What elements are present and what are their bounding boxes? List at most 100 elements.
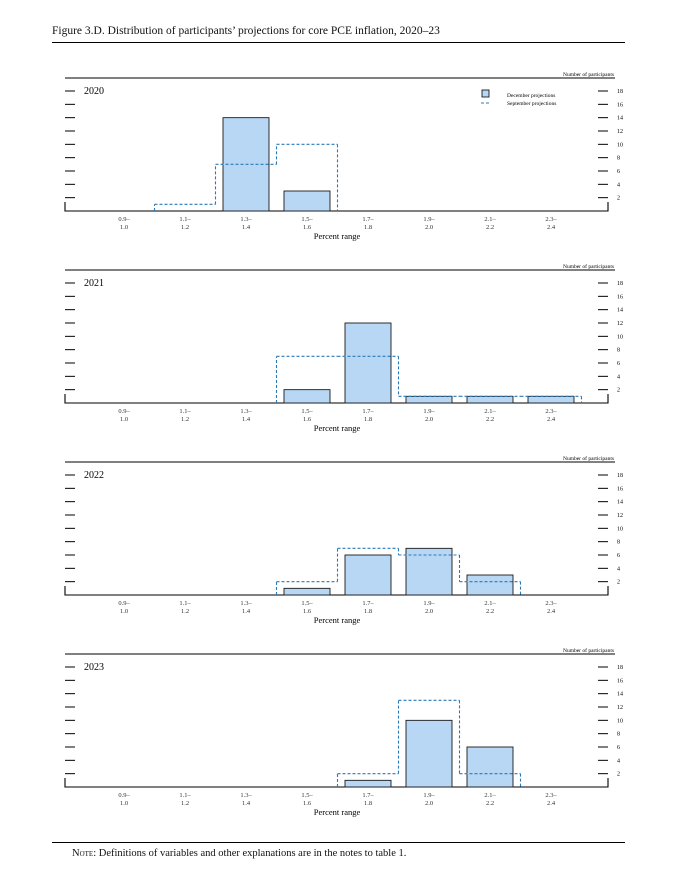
chart-panel-2022: 2022 Number of participants 2 4 6 8 10 12 14 16 18…	[64, 455, 623, 625]
legend-december-label: December projections	[507, 93, 555, 99]
september-outline	[275, 355, 583, 403]
september-outline	[275, 547, 522, 595]
x-tick-label-bottom: 1.2	[181, 608, 189, 615]
x-tick-label-top: 1.1–	[179, 600, 191, 607]
x-tick-label-top: 1.1–	[179, 216, 191, 223]
x-tick-label-top: 1.5–	[301, 408, 313, 415]
x-tick-label-top: 2.3–	[545, 792, 557, 799]
x-tick-label-top: 0.9–	[118, 408, 130, 415]
y-tick-label: 12	[617, 129, 623, 135]
y-tick-label: 2	[617, 772, 620, 778]
x-tick-label-bottom: 1.4	[242, 608, 251, 615]
x-tick-label-bottom: 1.8	[364, 416, 372, 423]
y-tick-label: 12	[617, 321, 623, 327]
y-axis-label: Number of participants	[563, 263, 614, 270]
y-tick-label: 10	[617, 142, 623, 148]
x-axis-label: Percent range	[314, 807, 361, 817]
y-tick-label: 14	[617, 500, 623, 506]
y-tick-label: 4	[617, 758, 620, 764]
x-axis-frame	[64, 394, 609, 404]
y-tick-label: 14	[617, 116, 623, 122]
x-tick-label-bottom: 1.6	[303, 416, 312, 423]
x-tick-label-top: 1.9–	[423, 216, 435, 223]
y-tick-label: 6	[617, 553, 620, 559]
x-tick-label-top: 1.7–	[362, 216, 374, 223]
y-tick-label: 2	[617, 196, 620, 202]
x-tick-label-bottom: 2.4	[547, 608, 556, 615]
x-tick-label-top: 1.5–	[301, 216, 313, 223]
x-tick-label-top: 0.9–	[118, 600, 130, 607]
y-tick-label: 2	[617, 388, 620, 394]
legend-december-swatch	[481, 89, 490, 98]
december-bar-1.7–1.8	[344, 322, 392, 404]
x-tick-label-top: 2.1–	[484, 792, 496, 799]
x-tick-label-bottom: 2.4	[547, 224, 556, 231]
x-tick-label-bottom: 1.2	[181, 416, 189, 423]
y-tick-label: 2	[617, 580, 620, 586]
legend-september-label: September projections	[507, 101, 556, 107]
x-tick-label-bottom: 1.4	[242, 800, 251, 807]
y-axis-label: Number of participants	[563, 647, 614, 654]
x-tick-label-bottom: 1.0	[120, 224, 128, 231]
chart-panel-2023: 2023 Number of participants 2 4 6 8 10 12 14 16 18…	[64, 647, 623, 817]
x-tick-label-top: 0.9–	[118, 216, 130, 223]
chart-panel-2021: 2021 Number of participants 2 4 6 8 10 12 14 16 18…	[64, 263, 623, 433]
y-tick-label: 16	[617, 486, 623, 492]
x-tick-label-bottom: 1.2	[181, 224, 189, 231]
chart-panel-2020: 2020 Number of participants 2 4 6 8 10 12 14 16 18…	[64, 71, 623, 241]
september-outline	[153, 143, 339, 211]
x-tick-label-top: 1.7–	[362, 600, 374, 607]
december-bar-2.3–2.4	[527, 395, 575, 404]
x-axis-label: Percent range	[314, 423, 361, 433]
x-tick-label-top: 1.9–	[423, 408, 435, 415]
x-tick-label-bottom: 1.0	[120, 800, 128, 807]
x-tick-label-bottom: 1.6	[303, 608, 312, 615]
december-bar-2.1–2.2	[466, 574, 514, 596]
y-tick-label: 8	[617, 348, 620, 354]
title-rule	[52, 42, 625, 43]
y-tick-label: 8	[617, 732, 620, 738]
x-tick-label-top: 1.3–	[240, 216, 252, 223]
y-tick-label: 6	[617, 169, 620, 175]
y-tick-label: 18	[617, 281, 623, 287]
x-tick-label-bottom: 1.4	[242, 416, 251, 423]
x-tick-label-top: 1.3–	[240, 792, 252, 799]
panel-year-title: 2023	[84, 662, 104, 673]
footer-rule	[52, 842, 625, 843]
x-tick-label-bottom: 2.2	[486, 800, 494, 807]
x-axis-frame	[64, 586, 609, 596]
y-tick-label: 14	[617, 692, 623, 698]
y-tick-label: 18	[617, 473, 623, 479]
x-tick-label-top: 1.5–	[301, 600, 313, 607]
x-axis-frame	[64, 202, 609, 212]
x-tick-label-bottom: 1.6	[303, 224, 312, 231]
x-tick-label-bottom: 1.8	[364, 608, 372, 615]
x-axis-frame	[64, 778, 609, 788]
y-tick-label: 10	[617, 718, 623, 724]
x-tick-label-top: 1.7–	[362, 792, 374, 799]
y-axis-label: Number of participants	[563, 455, 614, 462]
x-axis-label: Percent range	[314, 615, 361, 625]
december-bar-1.7–1.8	[344, 779, 392, 788]
y-tick-label: 18	[617, 665, 623, 671]
y-tick-label: 4	[617, 566, 620, 572]
y-tick-label: 12	[617, 513, 623, 519]
december-bar-1.9–2.0	[405, 395, 453, 404]
y-tick-label: 14	[617, 308, 623, 314]
x-tick-label-bottom: 1.8	[364, 224, 372, 231]
panel-year-title: 2022	[84, 470, 104, 481]
x-tick-label-bottom: 1.8	[364, 800, 372, 807]
x-tick-label-bottom: 2.2	[486, 224, 494, 231]
x-tick-label-top: 2.3–	[545, 216, 557, 223]
x-tick-label-bottom: 1.0	[120, 608, 128, 615]
x-tick-label-bottom: 2.2	[486, 608, 494, 615]
x-tick-label-top: 1.9–	[423, 792, 435, 799]
x-tick-label-top: 2.1–	[484, 600, 496, 607]
y-tick-label: 10	[617, 526, 623, 532]
y-tick-label: 8	[617, 156, 620, 162]
december-bar-1.5–1.6	[283, 389, 331, 404]
x-tick-label-top: 1.3–	[240, 600, 252, 607]
x-tick-label-top: 2.3–	[545, 600, 557, 607]
x-tick-label-bottom: 2.0	[425, 224, 433, 231]
